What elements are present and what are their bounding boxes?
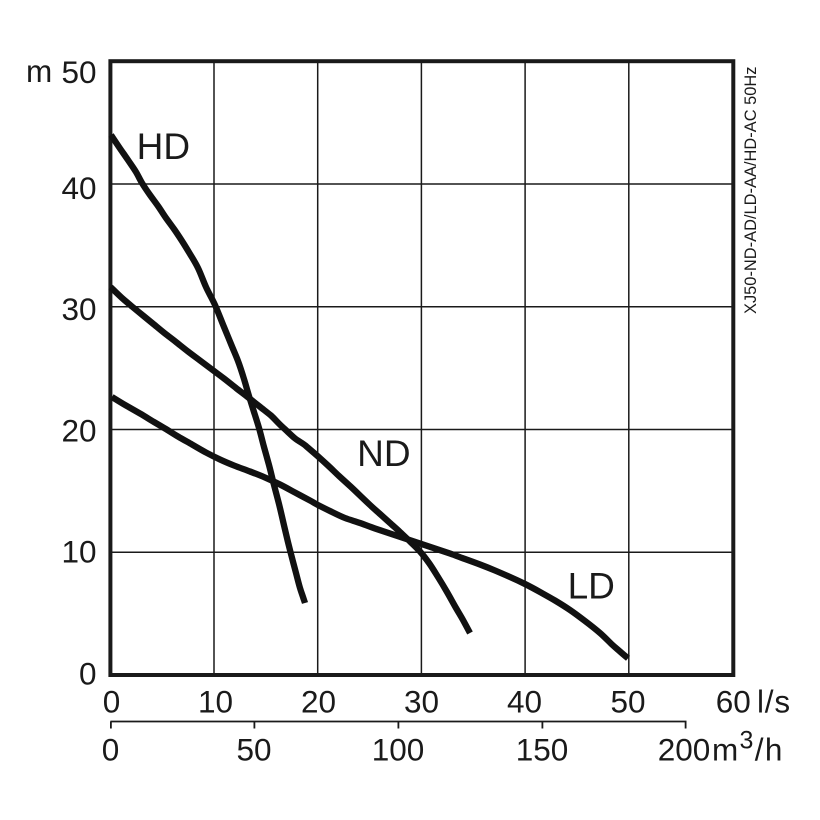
svg-text:LD: LD [568, 566, 615, 607]
svg-text:10: 10 [61, 534, 96, 570]
svg-text:0: 0 [79, 656, 97, 692]
svg-text:m: m [26, 53, 52, 89]
svg-text:60: 60 [716, 684, 751, 720]
svg-text:40: 40 [61, 170, 96, 206]
svg-text:40: 40 [507, 684, 542, 720]
svg-text:150: 150 [516, 732, 569, 768]
svg-text:20: 20 [301, 684, 336, 720]
svg-text:ND: ND [357, 433, 410, 474]
svg-text:50: 50 [61, 54, 96, 90]
svg-text:100: 100 [372, 732, 425, 768]
svg-text:HD: HD [137, 126, 190, 167]
svg-text:30: 30 [61, 291, 96, 327]
svg-text:10: 10 [198, 684, 233, 720]
svg-text:0: 0 [102, 732, 120, 768]
svg-text:XJ50-ND-AD/LD-AA/HD-AC 50Hz: XJ50-ND-AD/LD-AA/HD-AC 50Hz [742, 67, 760, 315]
svg-text:200: 200 [658, 732, 711, 768]
svg-text:30: 30 [404, 684, 439, 720]
svg-text:20: 20 [61, 413, 96, 449]
svg-text:50: 50 [236, 732, 271, 768]
svg-text:0: 0 [103, 684, 121, 720]
svg-text:l/s: l/s [757, 684, 791, 720]
svg-text:50: 50 [610, 684, 645, 720]
